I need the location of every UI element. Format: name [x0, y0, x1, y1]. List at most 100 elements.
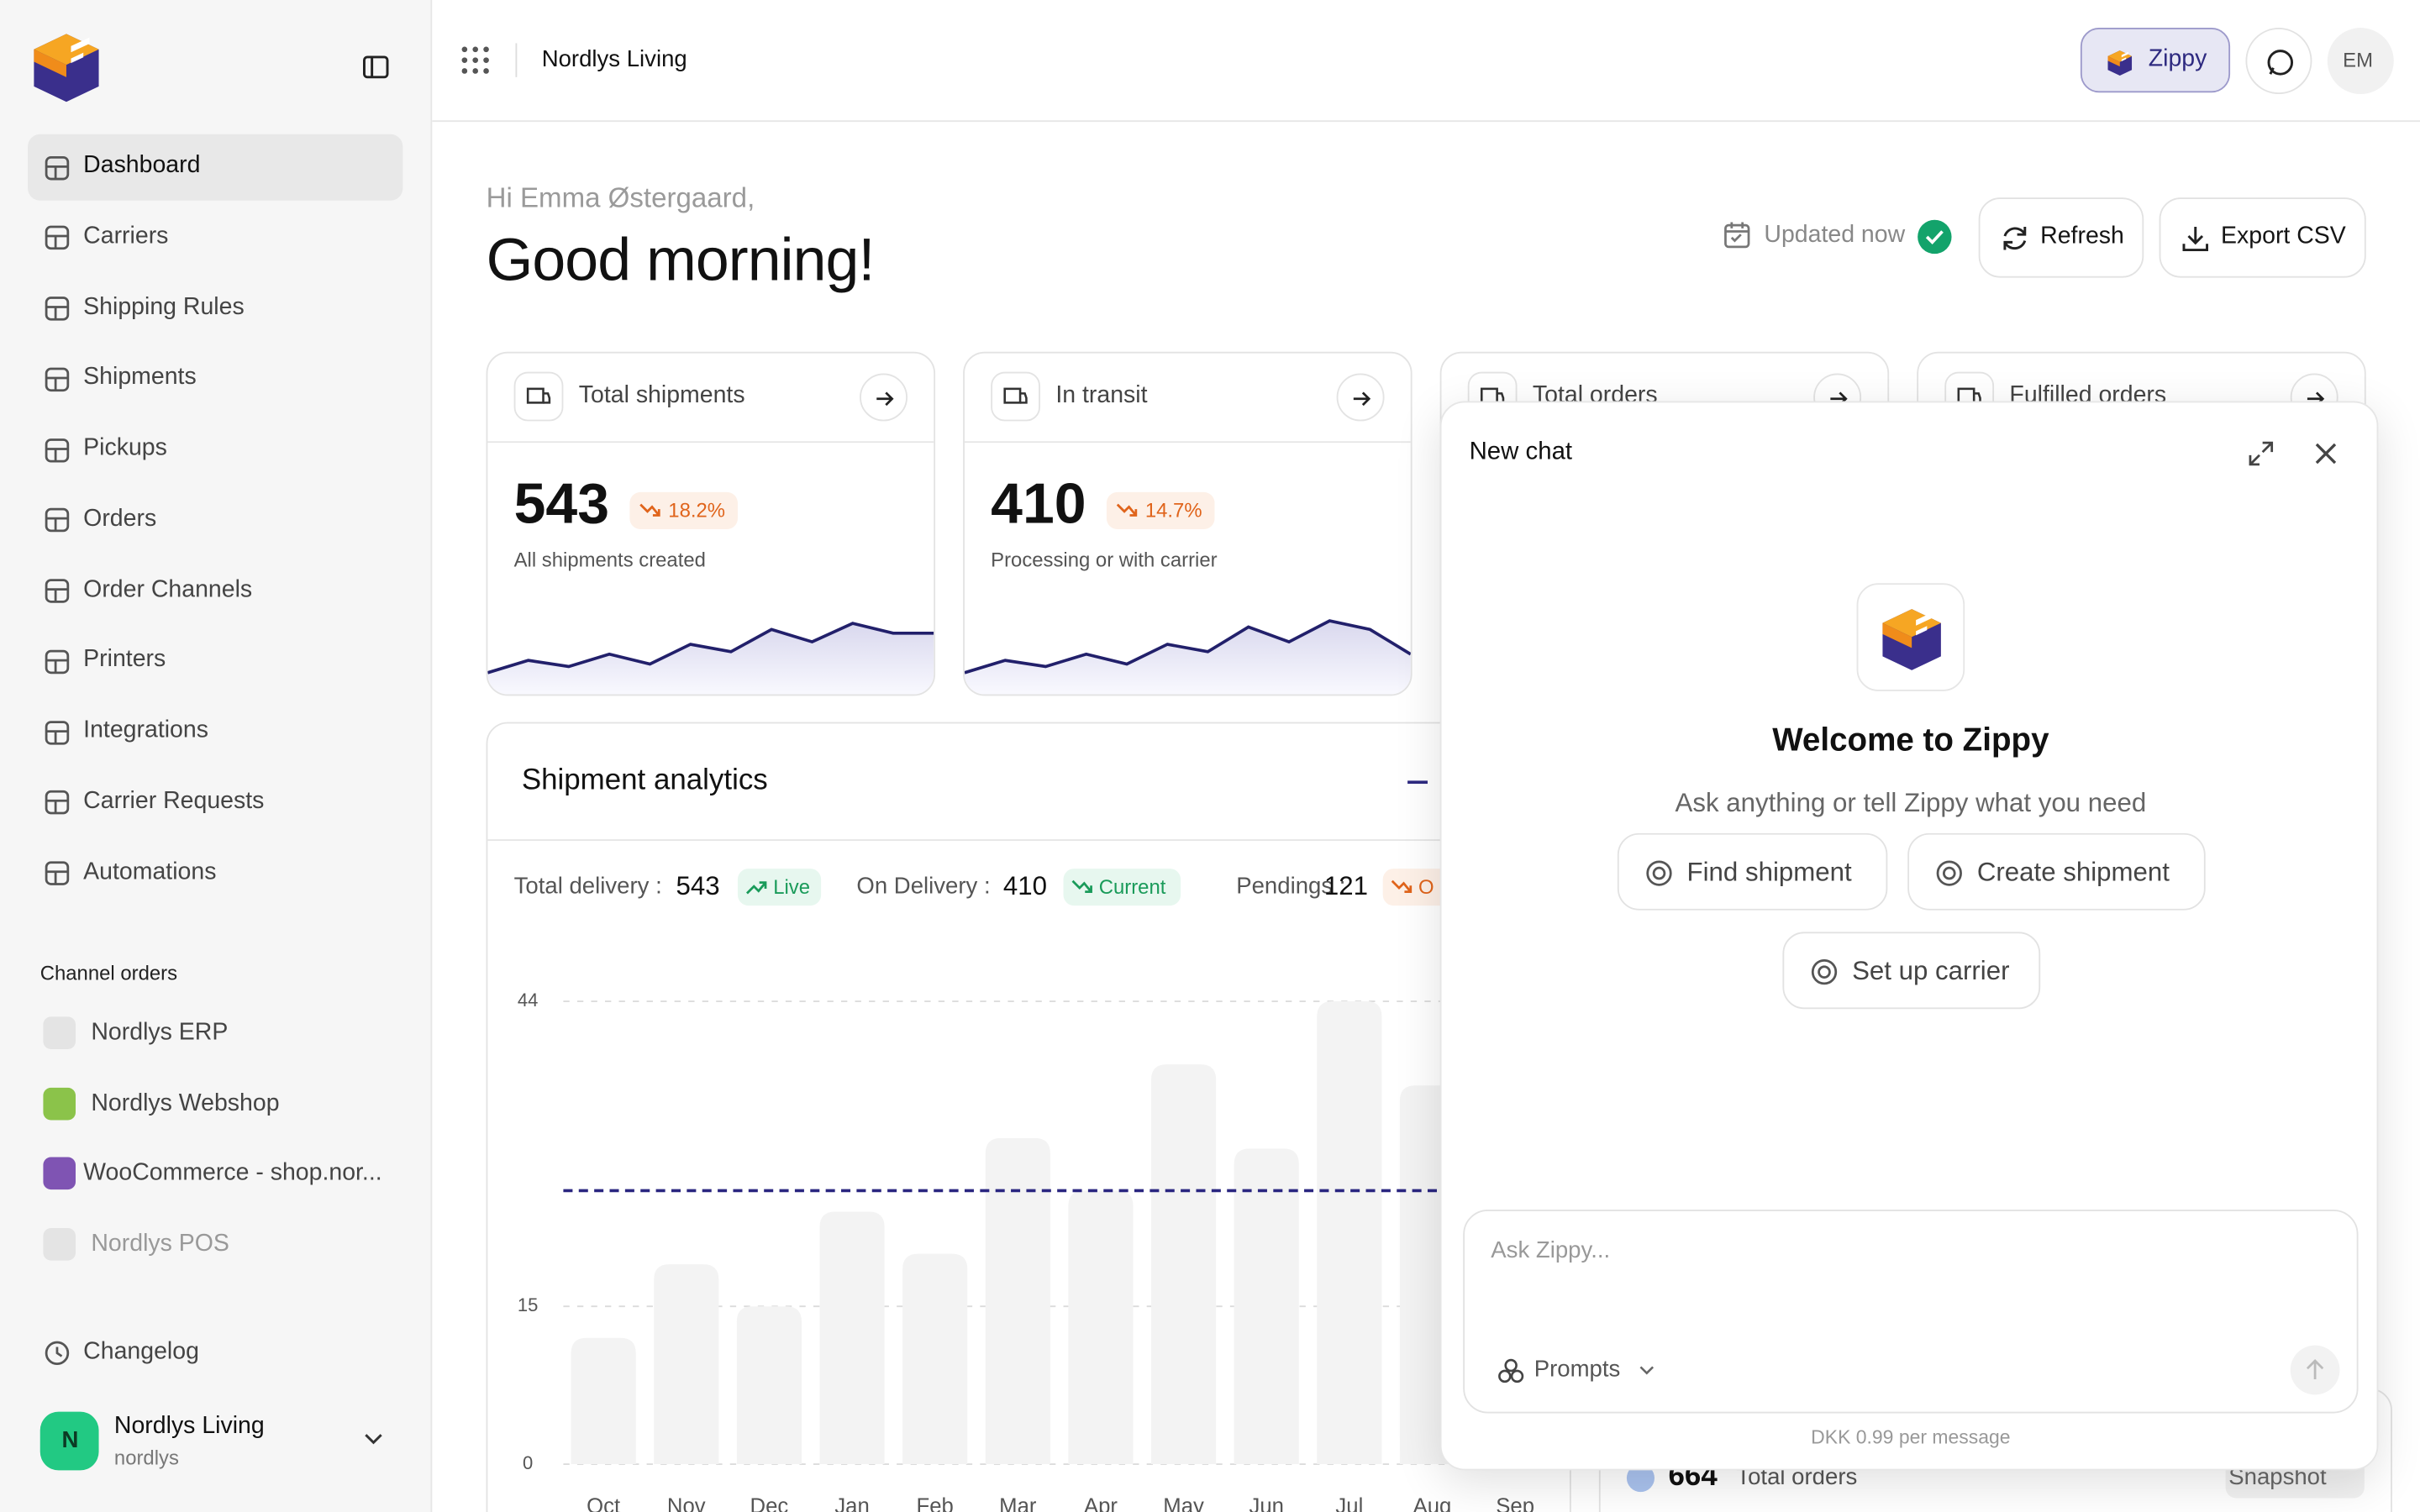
download-icon	[2182, 227, 2209, 252]
x-tick-label: Sep	[1496, 1494, 1534, 1512]
page-title: Good morning!	[486, 228, 876, 295]
card-header-divider	[487, 441, 934, 444]
icon-part	[1498, 1369, 1512, 1383]
icon-part	[34, 49, 66, 77]
x-tick-label: May	[1163, 1494, 1204, 1512]
collapse-toggle[interactable]	[1407, 780, 1428, 785]
card-title: Total shipments	[578, 381, 745, 409]
icon-part	[1510, 1369, 1524, 1383]
sidebar: Dashboard Carriers Shipping Rules Shipments…	[0, 0, 433, 1512]
icon-part	[1916, 612, 1933, 626]
stat-value: 410	[1002, 871, 1047, 901]
icon-part	[45, 226, 70, 250]
nav-item[interactable]: Printers	[28, 627, 402, 694]
icon-part	[45, 367, 70, 391]
calendar-icon	[1724, 222, 1750, 249]
icon-part	[45, 861, 70, 885]
icon-part	[746, 881, 767, 895]
nav-item[interactable]: Carrier Requests	[28, 769, 402, 835]
nav-icon	[45, 367, 70, 391]
chat-action[interactable]: Find shipment	[1617, 832, 1888, 911]
changelog-link[interactable]: Changelog	[28, 1320, 402, 1385]
bar	[1234, 1148, 1299, 1465]
card-open-button[interactable]	[1336, 373, 1385, 422]
greeting: Hi Emma Østergaard,	[486, 182, 755, 213]
prompts-icon	[1498, 1358, 1524, 1383]
x-tick-label: Dec	[750, 1494, 789, 1512]
bar	[902, 1253, 968, 1465]
card-icon-box	[991, 371, 1040, 422]
zippy-button[interactable]: Zippy	[2080, 28, 2231, 93]
nav-item[interactable]: Pickups	[28, 416, 402, 482]
channel-item[interactable]: Nordlys Webshop	[28, 1072, 402, 1137]
card-value: 543	[513, 471, 610, 535]
icon-part	[461, 68, 468, 74]
icon-part	[1071, 879, 1092, 894]
y-tick-label: 44	[518, 990, 539, 1011]
chat-input[interactable]: Ask Zippy... Prompts	[1463, 1210, 2359, 1414]
channel-icon	[43, 1158, 76, 1190]
x-tick-label: Feb	[917, 1494, 954, 1512]
icon-part	[45, 155, 70, 180]
action-icon	[1811, 958, 1838, 985]
x-tick-label: Mar	[999, 1494, 1037, 1512]
nav-item[interactable]: Shipping Rules	[28, 275, 402, 341]
nav-item[interactable]: Order Channels	[28, 557, 402, 623]
sparkline	[964, 619, 1411, 695]
stat-label: On Delivery :	[856, 873, 991, 900]
stat-badge-label: O	[1418, 874, 1434, 899]
icon-part	[1936, 860, 1962, 886]
stat-card: In transit 410 14.7% Processing or with car…	[963, 351, 1413, 696]
expand-button[interactable]	[2241, 433, 2281, 474]
nav-item[interactable]: Shipments	[28, 345, 402, 412]
channel-icon	[43, 1087, 76, 1120]
icon-part	[46, 235, 68, 249]
trend-icon	[746, 881, 767, 895]
y-tick-label: 15	[518, 1294, 539, 1315]
card-open-button[interactable]	[860, 373, 908, 422]
nav-item[interactable]: Integrations	[28, 698, 402, 764]
nav-label: Carrier Requests	[83, 787, 265, 814]
export-label: Export CSV	[2221, 223, 2346, 250]
nav-item[interactable]: Dashboard	[28, 133, 403, 200]
card-caption: Processing or with carrier	[991, 548, 1218, 571]
send-icon	[2306, 1359, 2324, 1380]
channel-item[interactable]: WooCommerce - shop.nor...	[28, 1142, 402, 1207]
close-icon	[2315, 443, 2337, 465]
nav-item[interactable]: Automations	[28, 839, 402, 906]
icon-part	[1882, 609, 1941, 670]
nav-label: Integrations	[83, 717, 208, 743]
icon-part	[2107, 50, 2133, 76]
chat-button[interactable]	[2245, 28, 2312, 95]
export-button[interactable]: Export CSV	[2159, 197, 2366, 278]
sparkline-area	[964, 621, 1411, 695]
icon-part	[1882, 622, 1912, 648]
channel-icon	[43, 1016, 76, 1049]
icon-part	[45, 649, 70, 674]
send-button[interactable]	[2290, 1345, 2340, 1395]
close-button[interactable]	[2306, 433, 2346, 474]
nav-icon	[45, 720, 70, 744]
channel-item[interactable]: Nordlys POS	[28, 1213, 402, 1278]
bar	[1068, 1190, 1134, 1465]
user-avatar[interactable]: EM	[2327, 28, 2394, 95]
icon-part	[45, 579, 70, 603]
account-switcher[interactable]: N Nordlys Living nordlys	[28, 1398, 402, 1484]
icon-part	[461, 57, 468, 63]
icon-part	[45, 438, 70, 462]
nav-item[interactable]: Orders	[28, 486, 402, 553]
icon-part	[46, 306, 68, 320]
icon-part	[45, 508, 70, 533]
stat-label: Pendings :	[1236, 873, 1346, 900]
icon-part	[71, 37, 90, 53]
icon-part	[1818, 965, 1831, 979]
chat-welcome: Welcome to Zippy	[1772, 722, 2049, 759]
chat-action[interactable]: Set up carrier	[1782, 932, 2041, 1010]
nav-item[interactable]: Carriers	[28, 204, 402, 270]
channel-item[interactable]: Nordlys ERP	[28, 1001, 402, 1066]
icon-part	[1916, 626, 1928, 636]
card-header-divider	[964, 441, 1411, 444]
chat-action[interactable]: Create shipment	[1907, 832, 2206, 911]
refresh-button[interactable]: Refresh	[1978, 197, 2144, 278]
